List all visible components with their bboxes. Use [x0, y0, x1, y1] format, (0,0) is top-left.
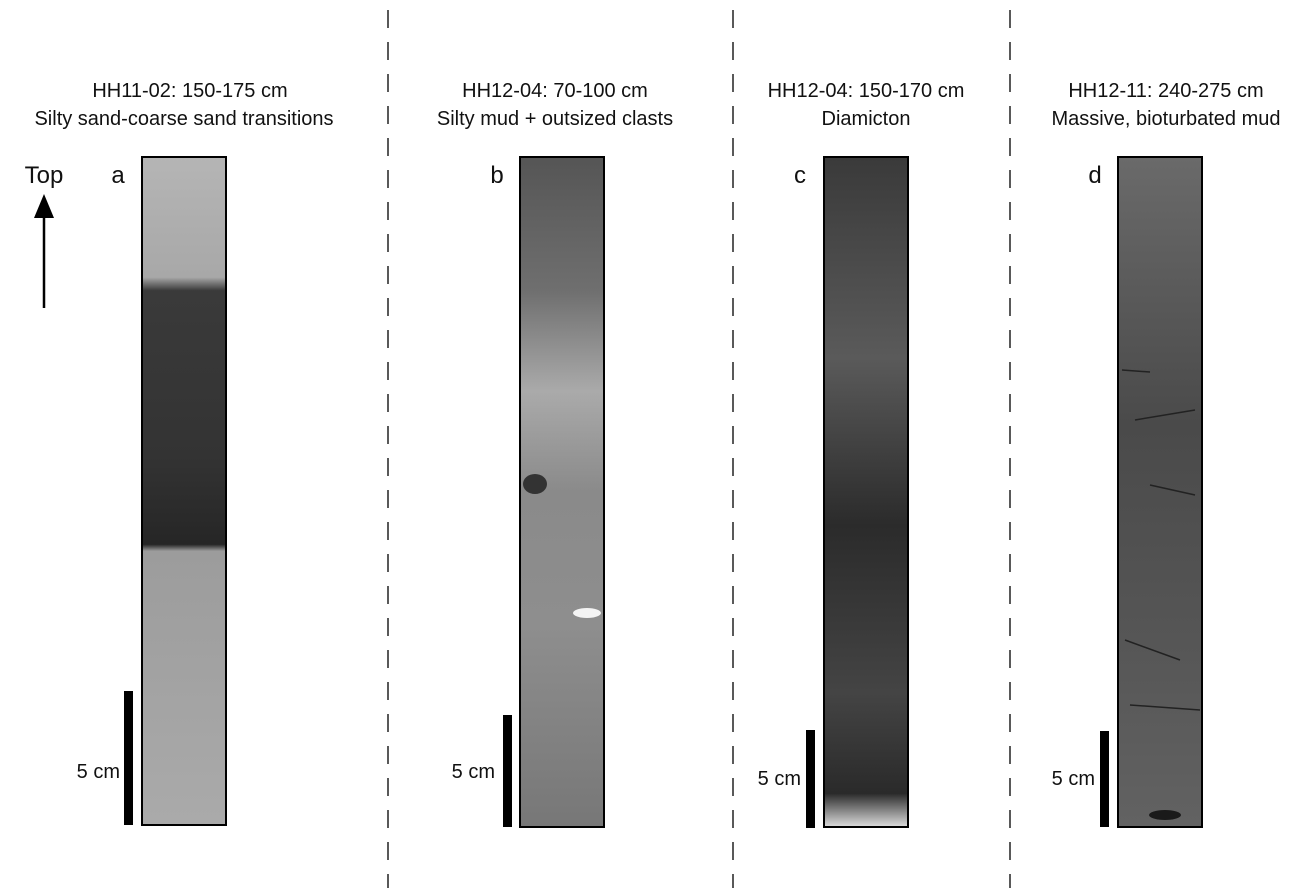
- core-image: [1118, 157, 1202, 827]
- panel-subtitle: Diamicton: [822, 108, 911, 130]
- panel-title: HH11-02: 150-175 cm: [92, 80, 287, 102]
- scale-label: 5 cm: [77, 761, 120, 783]
- scale-label: 5 cm: [452, 761, 495, 783]
- panel-title: HH12-04: 70-100 cm: [462, 80, 648, 102]
- scale-label: 5 cm: [758, 768, 801, 790]
- panel-letter: c: [794, 162, 806, 189]
- clast: [1149, 810, 1181, 820]
- scale-bar: [124, 691, 133, 825]
- panel-title: HH12-04: 150-170 cm: [768, 80, 965, 102]
- clast: [573, 608, 601, 618]
- scale-label: 5 cm: [1052, 768, 1095, 790]
- panel-subtitle: Silty mud + outsized clasts: [437, 108, 673, 130]
- panel-letter: b: [490, 162, 503, 189]
- panel-letter: d: [1088, 162, 1101, 189]
- figure: Top HH11-02: 150-175 cm Silty sand-coars…: [0, 0, 1307, 888]
- panel-subtitle: Silty sand-coarse sand transitions: [34, 108, 333, 130]
- scale-bar: [1100, 731, 1109, 827]
- panel-subtitle: Massive, bioturbated mud: [1051, 108, 1280, 130]
- top-arrowhead: [34, 194, 54, 218]
- panel-letter: a: [111, 162, 125, 189]
- core-image: [824, 157, 908, 827]
- core-image: [142, 157, 226, 825]
- panel-title: HH12-11: 240-275 cm: [1068, 80, 1263, 102]
- scale-bar: [503, 715, 512, 827]
- top-label: Top: [25, 162, 64, 189]
- clast: [523, 474, 547, 494]
- scale-bar: [806, 730, 815, 828]
